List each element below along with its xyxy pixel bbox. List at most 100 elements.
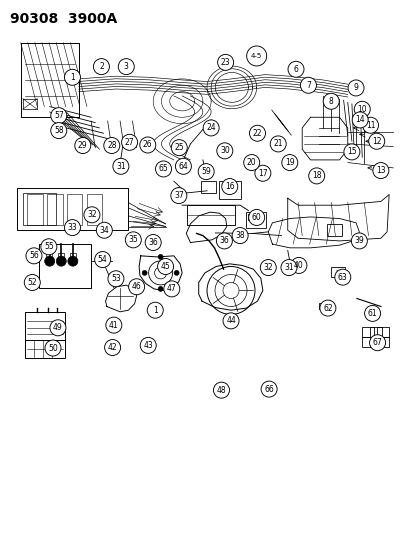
Circle shape	[368, 133, 384, 149]
Text: 9: 9	[353, 84, 358, 92]
Circle shape	[343, 144, 359, 160]
Circle shape	[145, 235, 161, 251]
Circle shape	[334, 269, 350, 285]
Circle shape	[68, 256, 78, 266]
Circle shape	[290, 257, 306, 273]
Circle shape	[140, 337, 156, 353]
Bar	[25, 340, 65, 358]
Bar	[318, 303, 328, 309]
Bar	[47, 194, 62, 225]
Circle shape	[249, 125, 265, 141]
Text: 67: 67	[372, 338, 382, 347]
Text: 45: 45	[160, 262, 170, 271]
Text: 6: 6	[293, 65, 298, 74]
Circle shape	[248, 209, 264, 225]
Circle shape	[300, 77, 316, 93]
Circle shape	[347, 80, 363, 96]
Text: 55: 55	[44, 243, 54, 251]
Circle shape	[142, 270, 147, 276]
Circle shape	[198, 164, 214, 180]
Bar	[326, 224, 341, 236]
Bar	[369, 327, 381, 337]
Text: 62: 62	[322, 304, 332, 312]
Circle shape	[246, 46, 266, 66]
Circle shape	[140, 137, 155, 153]
Circle shape	[95, 252, 110, 268]
Text: 20: 20	[246, 158, 256, 167]
Bar	[69, 253, 75, 258]
Circle shape	[174, 270, 179, 276]
Text: 57: 57	[54, 111, 64, 120]
Circle shape	[164, 281, 179, 297]
Text: 52: 52	[27, 278, 37, 287]
Circle shape	[171, 188, 186, 204]
Text: 35: 35	[128, 236, 138, 244]
Text: 3: 3	[123, 62, 128, 71]
Bar	[25, 312, 65, 340]
Circle shape	[260, 260, 275, 276]
Circle shape	[113, 158, 128, 174]
Circle shape	[157, 259, 173, 274]
Circle shape	[254, 165, 270, 181]
Circle shape	[26, 248, 42, 264]
Text: 26: 26	[142, 141, 152, 149]
Text: 64: 64	[178, 162, 188, 171]
Text: 30: 30	[219, 147, 229, 155]
Circle shape	[128, 279, 144, 295]
Bar	[23, 193, 56, 225]
Bar	[58, 253, 64, 258]
Text: 40: 40	[293, 261, 303, 270]
Text: 2: 2	[99, 62, 104, 71]
Circle shape	[41, 239, 57, 255]
Bar	[66, 194, 82, 225]
Text: 41: 41	[109, 321, 119, 329]
Text: 11: 11	[365, 121, 374, 130]
Text: 34: 34	[99, 226, 109, 235]
Text: 10: 10	[356, 105, 366, 114]
Circle shape	[351, 233, 366, 249]
Circle shape	[261, 381, 276, 397]
Text: 32: 32	[263, 263, 273, 272]
Text: 60: 60	[251, 213, 261, 222]
Bar	[246, 212, 266, 228]
Circle shape	[158, 286, 163, 292]
Text: 53: 53	[111, 274, 121, 283]
Circle shape	[364, 305, 380, 321]
Circle shape	[24, 274, 40, 290]
Bar	[361, 327, 373, 337]
Text: 56: 56	[29, 252, 39, 260]
Text: 38: 38	[235, 231, 244, 240]
Text: 16: 16	[224, 182, 234, 191]
Circle shape	[118, 59, 134, 75]
Text: 12: 12	[371, 137, 380, 146]
Text: 36: 36	[219, 237, 229, 245]
Text: 44: 44	[225, 317, 235, 325]
Circle shape	[171, 140, 187, 156]
Text: 31: 31	[116, 162, 126, 171]
Bar	[27, 194, 43, 225]
Circle shape	[45, 340, 61, 356]
Bar	[86, 194, 102, 225]
Circle shape	[270, 136, 285, 152]
Text: 4-5: 4-5	[250, 53, 262, 59]
Text: 43: 43	[143, 341, 153, 350]
Text: 29: 29	[78, 141, 88, 150]
Text: 1: 1	[152, 306, 157, 314]
Text: 65: 65	[158, 165, 168, 173]
Text: 24: 24	[206, 124, 216, 132]
Bar	[46, 253, 52, 258]
Text: 48: 48	[216, 386, 226, 394]
Text: 13: 13	[375, 166, 385, 175]
Circle shape	[308, 168, 324, 184]
Circle shape	[223, 313, 238, 329]
Circle shape	[213, 382, 229, 398]
Text: 42: 42	[107, 343, 117, 352]
Bar	[376, 327, 388, 337]
Bar	[361, 337, 373, 347]
Text: 90308  3900A: 90308 3900A	[10, 12, 117, 26]
Bar	[187, 205, 235, 225]
Circle shape	[50, 320, 66, 336]
Text: 33: 33	[67, 223, 77, 232]
Text: 7: 7	[305, 81, 310, 90]
Circle shape	[104, 340, 120, 356]
